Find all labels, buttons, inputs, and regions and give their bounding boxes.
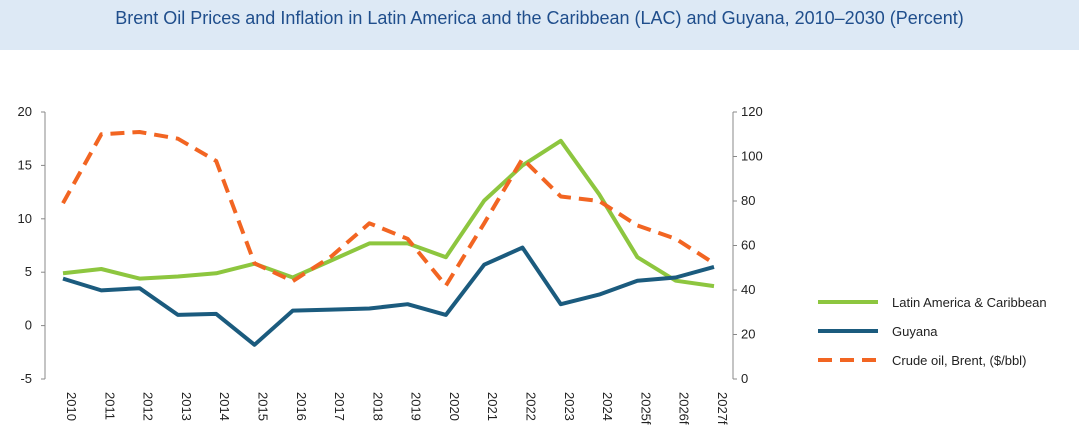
left-tick-label: -5 — [20, 371, 32, 386]
guyana-line — [62, 245, 715, 347]
right-tick-label: 20 — [741, 327, 755, 342]
latin-america-caribbean-line — [62, 138, 715, 289]
left-tick-label: 20 — [18, 104, 32, 119]
x-tick-label: 2013 — [179, 392, 194, 421]
x-tick-label: 2025f — [638, 392, 653, 425]
chart-title: Brent Oil Prices and Inflation in Latin … — [115, 8, 964, 28]
x-tick-label: 2024 — [600, 392, 615, 421]
x-tick-label: 2019 — [409, 392, 424, 421]
title-bar — [0, 0, 1079, 50]
axes: -5 0 5 10 15 20 0 20 40 60 80 100 120 2010 2011 2012 201… — [18, 104, 763, 425]
left-tick-label: 0 — [25, 318, 32, 333]
x-tick-label: 2011 — [102, 392, 117, 420]
legend: Latin America & Caribbean Guyana Crude oil… — [818, 295, 1047, 368]
right-tick-label: 80 — [741, 193, 755, 208]
x-tick-label: 2018 — [370, 392, 385, 421]
right-tick-label: 0 — [741, 371, 748, 386]
x-tick-label: 2014 — [217, 392, 232, 421]
x-tick-label: 2026f — [677, 392, 692, 425]
left-tick-label: 15 — [18, 157, 32, 172]
x-tick-label: 2022 — [524, 392, 539, 421]
left-tick-label: 10 — [18, 211, 32, 226]
legend-label-guyana: Guyana — [892, 324, 938, 339]
right-tick-label: 120 — [741, 104, 763, 119]
x-tick-label: 2027f — [715, 392, 730, 425]
crude-oil-brent-bbl-line — [61, 130, 716, 288]
legend-label-latin-america-caribbean: Latin America & Caribbean — [892, 295, 1047, 310]
x-tick-label: 2021 — [485, 392, 500, 421]
x-tick-label: 2017 — [332, 392, 347, 421]
x-tick-label: 2016 — [294, 392, 309, 421]
x-tick-label: 2012 — [141, 392, 156, 421]
right-tick-label: 40 — [741, 282, 755, 297]
x-tick-label: 2020 — [447, 392, 462, 421]
x-tick-label: 2023 — [562, 392, 577, 421]
right-tick-label: 100 — [741, 149, 763, 164]
x-tick-label: 2015 — [255, 392, 270, 421]
left-tick-label: 5 — [25, 264, 32, 279]
right-tick-label: 60 — [741, 238, 755, 253]
x-tick-label: 2010 — [64, 392, 79, 421]
series-lines — [61, 130, 716, 347]
legend-label-crude-oil-brent-bbl: Crude oil, Brent, ($/bbl) — [892, 353, 1026, 368]
